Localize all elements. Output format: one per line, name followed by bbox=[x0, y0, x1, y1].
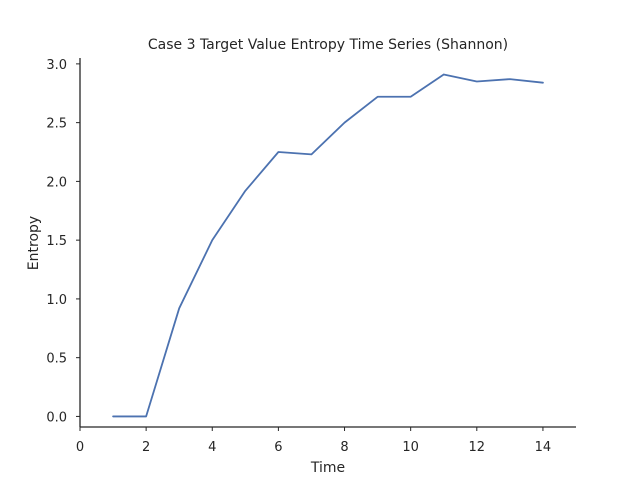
x-tick-label: 0 bbox=[76, 440, 84, 455]
x-tick-label: 6 bbox=[274, 440, 282, 455]
x-ticks: 0 2 4 6 8 10 12 14 bbox=[76, 427, 551, 455]
series-line-0 bbox=[112, 73, 544, 418]
y-tick-label: 0.5 bbox=[46, 352, 67, 367]
y-tick-label: 0.0 bbox=[46, 410, 67, 425]
x-tick-label: 12 bbox=[469, 440, 486, 455]
x-tick-label: 10 bbox=[402, 440, 419, 455]
y-ticks: 0.0 0.5 1.0 1.5 2.0 2.5 3.0 bbox=[46, 58, 80, 425]
chart-title: Case 3 Target Value Entropy Time Series … bbox=[148, 37, 508, 53]
y-axis-label: Entropy bbox=[26, 216, 42, 270]
y-tick-label: 2.0 bbox=[46, 175, 67, 190]
y-tick-label: 3.0 bbox=[46, 58, 67, 73]
x-axis-label: Time bbox=[310, 460, 345, 476]
y-tick-label: 1.5 bbox=[46, 234, 67, 249]
series-layer bbox=[112, 73, 544, 418]
x-tick-label: 2 bbox=[142, 440, 150, 455]
x-tick-label: 4 bbox=[208, 440, 216, 455]
y-tick-label: 1.0 bbox=[46, 293, 67, 308]
x-tick-label: 14 bbox=[535, 440, 552, 455]
y-tick-label: 2.5 bbox=[46, 117, 67, 132]
x-tick-label: 8 bbox=[340, 440, 348, 455]
